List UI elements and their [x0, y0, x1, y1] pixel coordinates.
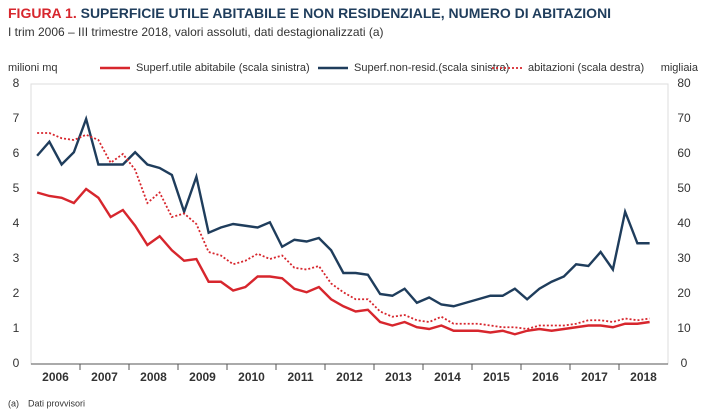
y2-tick-label: 40 — [677, 216, 691, 230]
y2-axis-label: migliaia — [661, 62, 699, 74]
x-tick-label: 2008 — [140, 370, 167, 384]
y-tick-label: 4 — [13, 216, 20, 230]
x-tick-label: 2018 — [630, 370, 657, 384]
title-text: SUPERFICIE UTILE ABITABILE E NON RESIDEN… — [81, 5, 611, 21]
y-tick-label: 7 — [13, 111, 20, 125]
x-tick-label: 2017 — [581, 370, 608, 384]
x-tick-label: 2013 — [385, 370, 412, 384]
series-line — [36, 187, 650, 336]
y-axis-label: milioni mq — [8, 62, 58, 74]
y-tick-label: 3 — [13, 251, 20, 265]
x-tick-label: 2011 — [287, 370, 313, 384]
title-prefix: FIGURA 1. — [8, 5, 77, 21]
chart-title: FIGURA 1. SUPERFICIE UTILE ABITABILE E N… — [8, 5, 611, 21]
legend-label: Superf.non-resid.(scala sinistra) — [354, 62, 509, 74]
series-line — [37, 132, 650, 330]
y2-tick-label: 30 — [677, 251, 691, 265]
plot-frame — [30, 83, 669, 365]
y2-tick-label: 50 — [677, 181, 691, 195]
y-tick-label: 6 — [13, 146, 20, 160]
y2-tick-label: 20 — [677, 286, 691, 300]
x-tick-label: 2015 — [483, 370, 510, 384]
x-tick-label: 2010 — [238, 370, 265, 384]
y2-tick-label: 80 — [677, 76, 691, 90]
footnote: Dati provvisori — [28, 398, 85, 408]
legend-label: abitazioni (scala destra) — [528, 62, 644, 74]
series-line — [36, 115, 650, 308]
y2-tick-label: 10 — [677, 321, 691, 335]
y2-tick-label: 60 — [677, 146, 691, 160]
x-tick-label: 2012 — [336, 370, 363, 384]
y-tick-label: 5 — [13, 181, 20, 195]
y2-tick-label: 70 — [677, 111, 691, 125]
x-tick-label: 2009 — [189, 370, 216, 384]
x-tick-label: 2006 — [42, 370, 69, 384]
x-tick-label: 2016 — [532, 370, 559, 384]
y-tick-label: 1 — [13, 321, 20, 335]
subtitle: I trim 2006 – III trimestre 2018, valori… — [8, 25, 384, 39]
y-tick-label: 0 — [13, 356, 20, 370]
y2-tick-label: 0 — [681, 356, 688, 370]
y-tick-label: 2 — [13, 286, 20, 300]
x-tick-label: 2007 — [91, 370, 118, 384]
x-tick-label: 2014 — [434, 370, 461, 384]
y-tick-label: 8 — [13, 76, 20, 90]
legend-label: Superf.utile abitabile (scala sinistra) — [136, 62, 310, 74]
footnote-mark: (a) — [8, 398, 19, 408]
